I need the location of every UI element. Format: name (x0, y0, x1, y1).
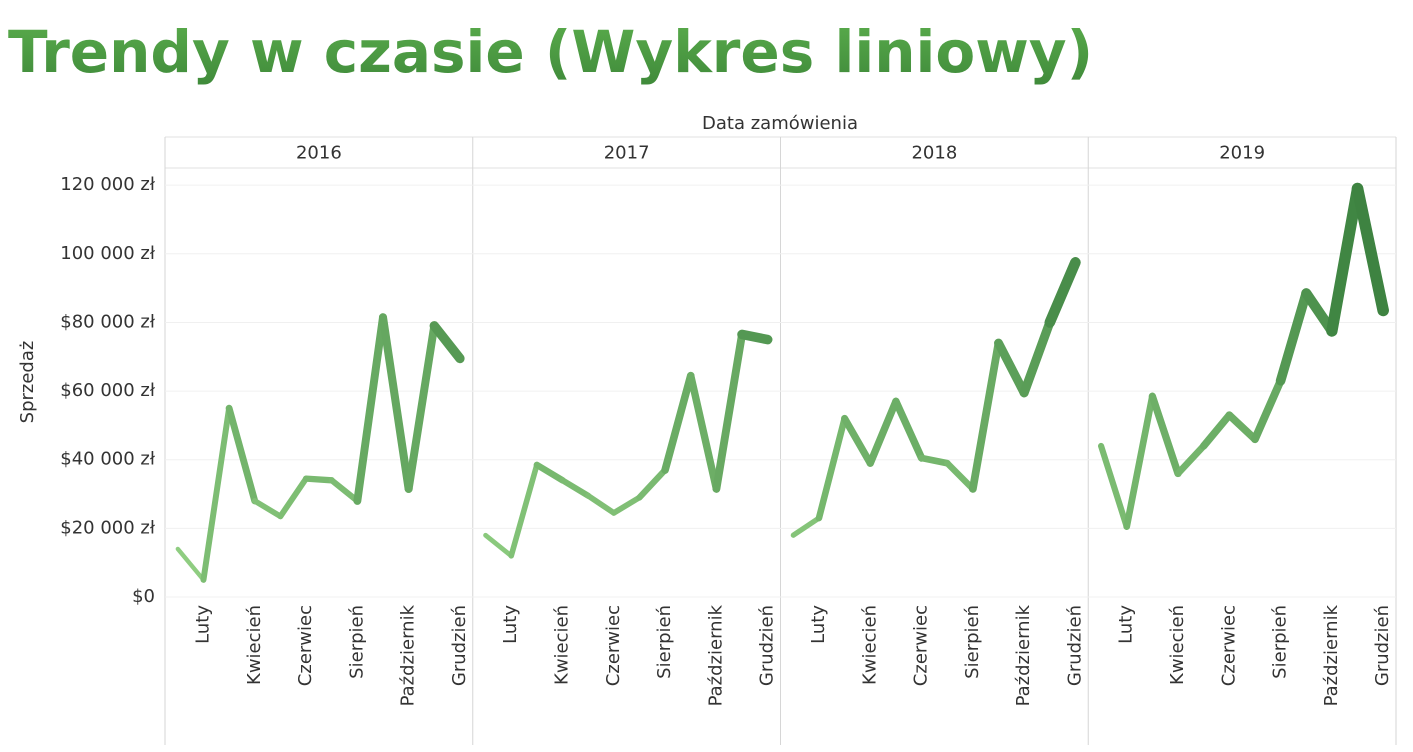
line-segment (661, 371, 695, 474)
x-tick-label: Grudzień (757, 605, 778, 686)
x-tick-label: Grudzień (449, 605, 470, 686)
x-tick-label: Grudzień (1064, 605, 1085, 686)
line-segment (712, 330, 746, 493)
x-tick-label: Kwiecień (552, 605, 573, 685)
line-segment (533, 461, 566, 484)
y-axis-label: Sprzedaż (17, 341, 38, 424)
line-segment (429, 321, 465, 364)
line-segment (1326, 182, 1364, 337)
x-tick-label: Sierpień (1270, 605, 1291, 679)
line-segment (918, 454, 951, 467)
facet-header: 2018 (911, 143, 957, 164)
line-segment (1351, 182, 1389, 317)
line-segment (815, 415, 848, 522)
line-segment (841, 414, 874, 467)
y-tick-label: 100 000 zł (60, 243, 156, 264)
line-segment (687, 371, 721, 493)
line-segment (1097, 442, 1130, 530)
x-tick-label: Czerwiec (603, 605, 624, 686)
facet-header: 2019 (1219, 143, 1265, 164)
line-segment (225, 404, 259, 505)
x-tick-label: Kwiecień (859, 605, 880, 685)
x-tick-label: Luty (192, 605, 213, 644)
line-segment (483, 532, 514, 559)
line-segment (585, 492, 617, 516)
line-segment (994, 338, 1029, 398)
line-segment (866, 397, 900, 467)
line-segment (636, 466, 669, 501)
x-tick-label: Kwiecień (1167, 605, 1188, 685)
line-segment (559, 477, 592, 499)
x-tick-label: Czerwiec (295, 605, 316, 686)
line-segment (378, 313, 413, 493)
x-tick-label: Luty (500, 605, 521, 644)
line-segment (404, 321, 439, 493)
x-tick-label: Luty (1116, 605, 1137, 644)
line-segment (790, 515, 822, 538)
chart-title: Trendy w czasie (Wykres liniowy) (8, 18, 1093, 86)
x-tick-label: Sierpień (346, 605, 367, 679)
line-segment (508, 462, 540, 559)
x-tick-label: Październik (1013, 604, 1034, 706)
x-tick-label: Październik (398, 604, 419, 706)
x-tick-label: Grudzień (1372, 605, 1393, 686)
y-tick-label: $40 000 zł (60, 449, 156, 470)
y-tick-label: 120 000 zł (60, 174, 156, 195)
x-tick-label: Październik (705, 604, 726, 706)
line-segment (1123, 392, 1156, 531)
line-segment (353, 313, 387, 505)
line-segment (1148, 392, 1182, 478)
line-segment (610, 494, 643, 516)
y-tick-label: $60 000 zł (60, 380, 156, 401)
y-tick-label: $0 (132, 586, 155, 607)
line-segment (737, 329, 773, 345)
line-segment (200, 405, 233, 583)
facet-header: 2016 (296, 143, 342, 164)
line-segment (1250, 376, 1285, 444)
x-tick-label: Czerwiec (1218, 605, 1239, 686)
line-segment (302, 475, 335, 484)
line-segment (1019, 317, 1055, 398)
line-segment (175, 546, 206, 583)
facet-label: Data zamówienia (702, 113, 858, 134)
line-segment (277, 475, 309, 520)
line-segment (892, 397, 926, 462)
line-segment (1225, 411, 1259, 443)
x-tick-label: Sierpień (962, 605, 983, 679)
x-tick-label: Czerwiec (911, 605, 932, 686)
x-tick-label: Październik (1321, 604, 1342, 706)
x-tick-label: Kwiecień (244, 605, 265, 685)
line-segment (1174, 442, 1208, 477)
y-tick-label: $20 000 zł (60, 517, 156, 538)
line-segment (1275, 288, 1312, 386)
x-tick-label: Luty (808, 605, 829, 644)
y-tick-label: $80 000 zł (60, 311, 156, 332)
line-segment (1044, 257, 1081, 328)
facet-header: 2017 (604, 143, 650, 164)
line-segment (968, 339, 1003, 493)
line-segment (1199, 411, 1234, 450)
line-segment (328, 477, 361, 504)
line-segment (251, 498, 284, 520)
line-segment (944, 459, 977, 493)
x-tick-label: Sierpień (654, 605, 675, 679)
